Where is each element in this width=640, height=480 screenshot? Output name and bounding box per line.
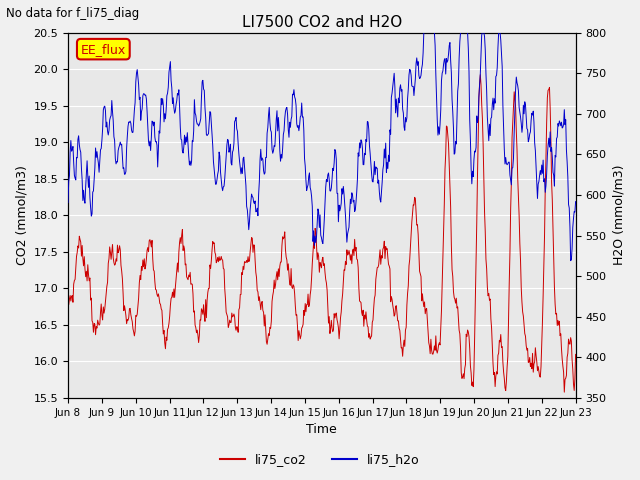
X-axis label: Time: Time (307, 423, 337, 436)
Y-axis label: H2O (mmol/m3): H2O (mmol/m3) (612, 165, 625, 265)
Text: No data for f_li75_diag: No data for f_li75_diag (6, 7, 140, 20)
Legend: li75_co2, li75_h2o: li75_co2, li75_h2o (215, 448, 425, 471)
Y-axis label: CO2 (mmol/m3): CO2 (mmol/m3) (15, 165, 28, 265)
Text: EE_flux: EE_flux (81, 43, 126, 56)
Title: LI7500 CO2 and H2O: LI7500 CO2 and H2O (242, 15, 402, 30)
